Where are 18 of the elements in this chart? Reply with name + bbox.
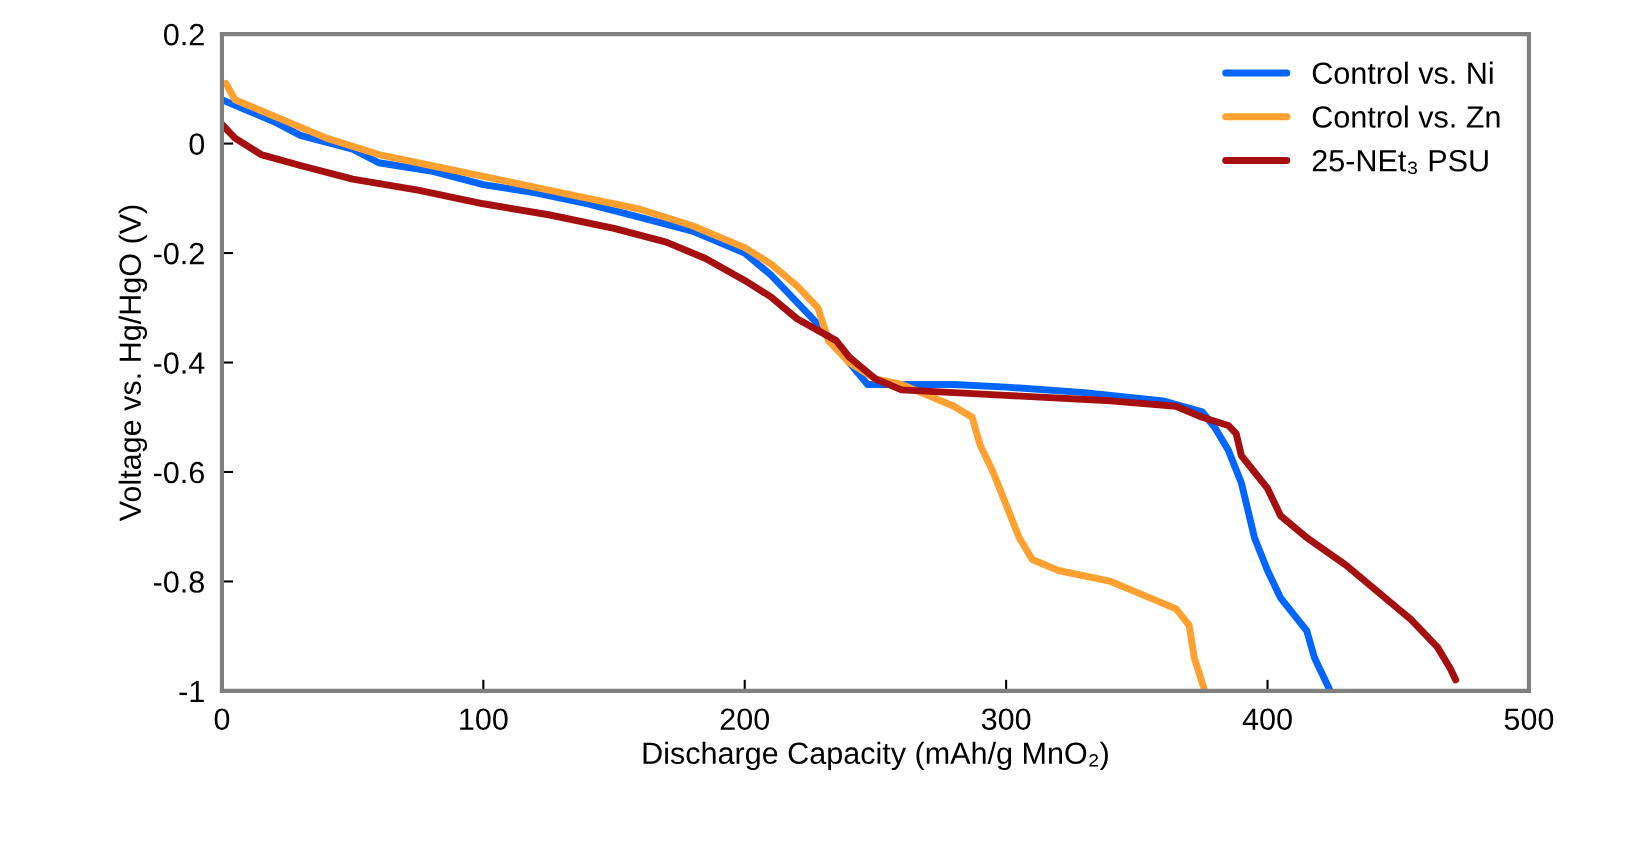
legend-label: Control vs. Ni	[1312, 61, 1493, 85]
y-tick-label: -0.2	[153, 242, 204, 265]
y-tick-label: -1	[179, 680, 204, 702]
y-tick-label: -0.4	[153, 352, 205, 374]
x-axis-title: Discharge Capacity (mAh/g MnO₂)	[643, 741, 1108, 771]
x-tick-label: 0	[214, 708, 230, 731]
y-axis-title: Voltage vs. Hg/HgO (V)	[118, 205, 148, 522]
legend-label: Control vs. Zn	[1312, 105, 1500, 128]
legend-label: 25-NEt₃ PSU	[1312, 149, 1488, 175]
y-tick-label: -0.6	[153, 461, 204, 484]
y-tick-label: 0.2	[163, 23, 204, 46]
y-tick-label: 0	[189, 133, 205, 155]
x-tick-label: 300	[981, 708, 1031, 731]
y-tick-label: -0.8	[153, 571, 204, 593]
x-tick-label: 500	[1504, 708, 1554, 731]
x-tick-label: 400	[1242, 708, 1292, 731]
x-tick-label: 100	[460, 708, 508, 731]
x-tick-label: 200	[720, 708, 770, 731]
